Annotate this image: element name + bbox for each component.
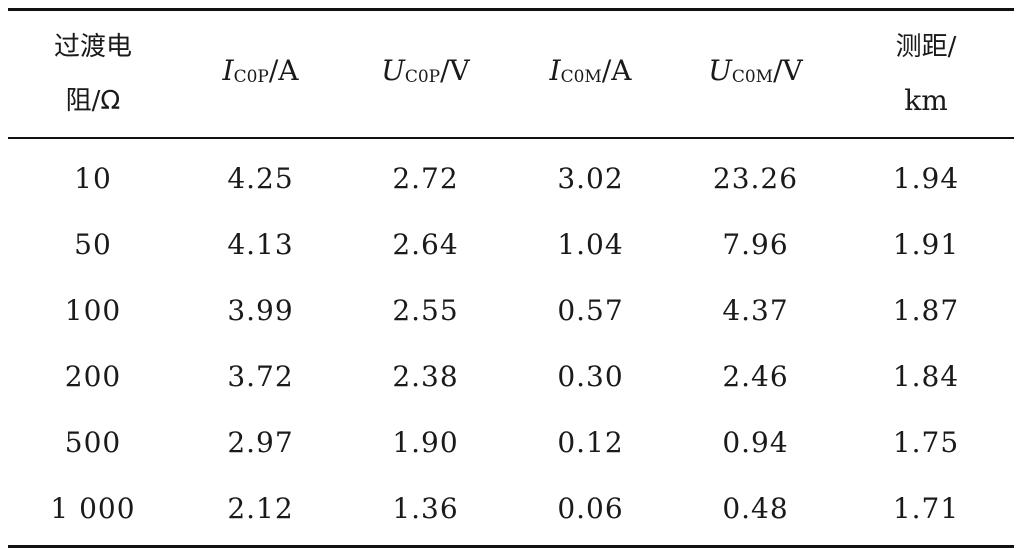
cell-i-c0m: 0.06 — [557, 491, 624, 525]
cell-resistance: 1 000 — [50, 491, 136, 525]
cell-i-c0m: 0.12 — [557, 425, 624, 459]
table-row: 500 2.97 1.90 0.12 0.94 1.75 — [8, 409, 1014, 475]
header-i-c0p-subscript: C0P — [233, 67, 269, 87]
header-transition-resistance: 过渡电 阻/Ω — [8, 10, 178, 139]
header-i-c0m-symbol: I — [549, 54, 561, 87]
header-i-c0m-subscript: C0M — [560, 67, 602, 87]
cell-u-c0m: 23.26 — [712, 161, 799, 195]
cell-resistance: 500 — [64, 425, 122, 459]
cell-u-c0m: 2.46 — [722, 359, 789, 393]
cell-u-c0p: 2.72 — [392, 161, 459, 195]
header-distance-line2: km — [904, 84, 948, 117]
header-u-c0m-symbol: U — [708, 54, 732, 87]
header-i-c0p-symbol: I — [222, 54, 234, 87]
cell-resistance: 200 — [64, 359, 122, 393]
header-u-c0p-unit: /V — [440, 54, 470, 87]
header-u-c0p: UC0P/V — [343, 10, 508, 139]
cell-u-c0p: 2.55 — [392, 293, 459, 327]
header-i-c0p: IC0P/A — [178, 10, 343, 139]
header-row: 过渡电 阻/Ω IC0P/A UC0P/V IC0M/A UC0M/V 测距/ — [8, 9, 1014, 139]
header-u-c0p-symbol: U — [381, 54, 405, 87]
table-header: 过渡电 阻/Ω IC0P/A UC0P/V IC0M/A UC0M/V 测距/ — [8, 9, 1014, 139]
cell-i-c0m: 0.30 — [557, 359, 624, 393]
cell-u-c0p: 2.38 — [392, 359, 459, 393]
header-resistance-line2: 阻/Ω — [65, 86, 121, 116]
table-row: 1 000 2.12 1.36 0.06 0.48 1.71 — [8, 475, 1014, 547]
cell-u-c0m: 0.48 — [722, 491, 789, 525]
header-distance: 测距/ km — [838, 10, 1014, 139]
cell-resistance: 10 — [74, 161, 112, 195]
header-u-c0m: UC0M/V — [673, 10, 838, 139]
cell-u-c0m: 7.96 — [722, 227, 789, 261]
data-table-container: 过渡电 阻/Ω IC0P/A UC0P/V IC0M/A UC0M/V 测距/ — [8, 8, 1014, 548]
cell-u-c0p: 2.64 — [392, 227, 459, 261]
header-i-c0m-unit: /A — [601, 54, 632, 87]
cell-distance: 1.94 — [892, 161, 960, 195]
cell-distance: 1.75 — [892, 425, 960, 459]
cell-u-c0p: 1.36 — [392, 491, 459, 525]
cell-i-c0p: 3.99 — [227, 293, 294, 327]
header-i-c0p-unit: /A — [268, 54, 299, 87]
cell-i-c0p: 2.97 — [227, 425, 294, 459]
header-u-c0p-subscript: C0P — [404, 67, 441, 87]
table-row: 200 3.72 2.38 0.30 2.46 1.84 — [8, 343, 1014, 409]
header-distance-line1: 测距/ — [895, 32, 957, 62]
cell-resistance: 100 — [64, 293, 122, 327]
cell-u-c0p: 1.90 — [392, 425, 459, 459]
table-row: 10 4.25 2.72 3.02 23.26 1.94 — [8, 138, 1014, 211]
cell-i-c0p: 4.13 — [227, 227, 294, 261]
table-row: 50 4.13 2.64 1.04 7.96 1.91 — [8, 211, 1014, 277]
cell-distance: 1.91 — [892, 227, 960, 261]
header-u-c0m-unit: /V — [773, 54, 803, 87]
table-row: 100 3.99 2.55 0.57 4.37 1.87 — [8, 277, 1014, 343]
cell-distance: 1.84 — [892, 359, 960, 393]
header-i-c0m: IC0M/A — [508, 10, 673, 139]
cell-i-c0m: 0.57 — [557, 293, 624, 327]
table-body: 10 4.25 2.72 3.02 23.26 1.94 50 4.13 2.6… — [8, 138, 1014, 547]
cell-i-c0p: 2.12 — [227, 491, 294, 525]
header-resistance-line1: 过渡电 — [53, 32, 132, 62]
cell-i-c0m: 3.02 — [557, 161, 624, 195]
cell-i-c0p: 3.72 — [227, 359, 294, 393]
cell-i-c0m: 1.04 — [557, 227, 624, 261]
cell-distance: 1.87 — [892, 293, 960, 327]
fault-location-table: 过渡电 阻/Ω IC0P/A UC0P/V IC0M/A UC0M/V 测距/ — [8, 8, 1014, 548]
cell-i-c0p: 4.25 — [227, 161, 294, 195]
cell-resistance: 50 — [74, 227, 112, 261]
header-u-c0m-subscript: C0M — [731, 67, 774, 87]
cell-distance: 1.71 — [892, 491, 960, 525]
cell-u-c0m: 4.37 — [722, 293, 789, 327]
cell-u-c0m: 0.94 — [722, 425, 789, 459]
